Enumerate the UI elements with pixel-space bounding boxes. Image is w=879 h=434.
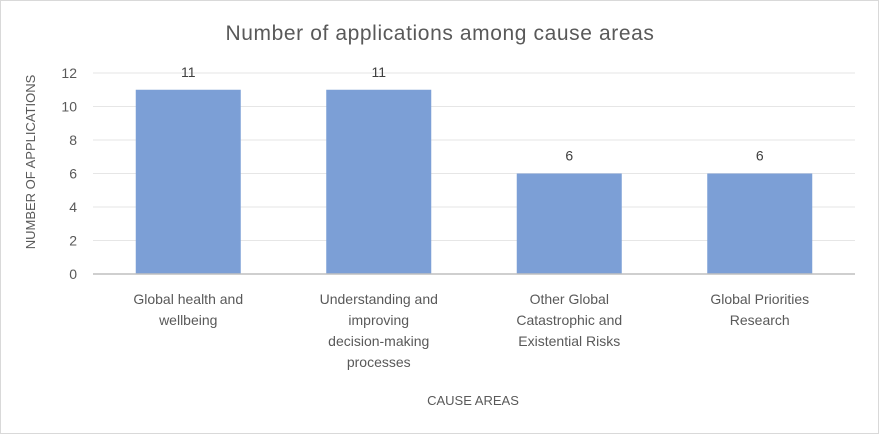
y-tick-label: 8 [69, 132, 77, 148]
y-tick-label: 2 [69, 233, 77, 249]
category-labels: Global health and wellbeing Understanding … [133, 291, 809, 370]
y-tick-label: 4 [69, 199, 77, 215]
bars [135, 89, 813, 274]
category-label: Global Priorities Research [710, 291, 809, 328]
bar [326, 89, 432, 274]
data-label: 11 [181, 64, 196, 80]
data-label: 11 [371, 64, 386, 80]
data-label: 6 [565, 148, 573, 164]
y-tick-label: 12 [61, 65, 77, 81]
bar [516, 173, 622, 274]
x-axis-title: CAUSE AREAS [427, 393, 519, 408]
category-label: Global health and wellbeing [133, 291, 243, 328]
y-tick-label: 6 [69, 166, 77, 182]
bar [135, 89, 241, 274]
data-labels: 11 11 6 6 [181, 64, 764, 164]
category-label: Understanding and improving decision-makin… [320, 291, 438, 370]
category-label: Other Global Catastrophic and Existential … [516, 291, 622, 349]
y-tick-label: 10 [61, 99, 77, 115]
y-tick-label: 0 [69, 266, 77, 282]
data-label: 6 [756, 148, 764, 164]
chart-title: Number of applications among cause areas [225, 22, 654, 45]
y-axis-title: NUMBER OF APPLICATIONS [23, 74, 38, 249]
bar [707, 173, 813, 274]
y-tick-labels: 0 2 4 6 8 10 12 [61, 65, 77, 282]
